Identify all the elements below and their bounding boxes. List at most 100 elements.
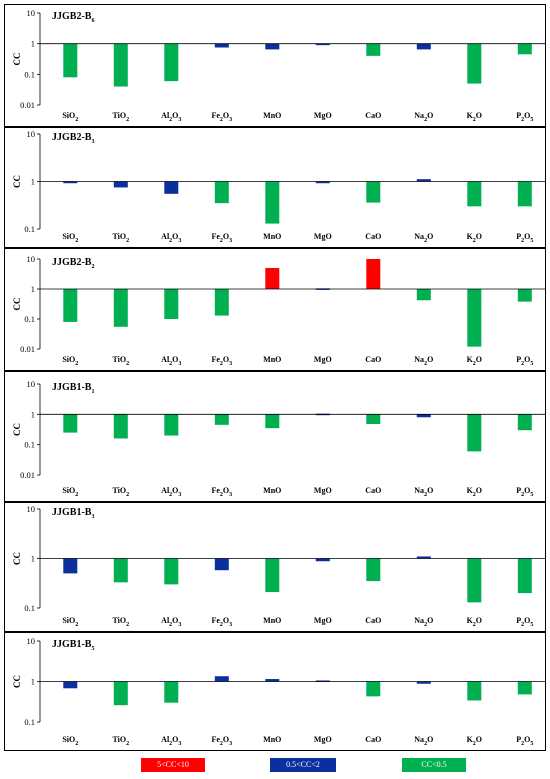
formula-part: O bbox=[476, 355, 482, 364]
formula-part: MnO bbox=[263, 735, 281, 744]
category-label: Fe2O3 bbox=[211, 486, 232, 498]
bar-fe2o3 bbox=[214, 676, 229, 682]
bar-mno bbox=[265, 558, 280, 593]
formula-part: Al bbox=[161, 486, 170, 495]
category-label: Na2O bbox=[414, 232, 433, 244]
formula-part: CaO bbox=[365, 486, 381, 495]
subscript: 2 bbox=[220, 117, 223, 123]
category-label: Fe2O3 bbox=[211, 232, 232, 244]
subscript: 2 bbox=[75, 741, 78, 747]
y-tick-label: 1 bbox=[31, 554, 35, 564]
subscript: 3 bbox=[229, 361, 232, 367]
y-tick-label: 1 bbox=[31, 177, 35, 187]
panel-frame bbox=[4, 371, 546, 502]
category-label: MnO bbox=[263, 486, 281, 495]
bar-na2o bbox=[416, 43, 431, 50]
category-label: Al2O3 bbox=[161, 616, 181, 628]
category-label: Al2O3 bbox=[161, 232, 181, 244]
bar-tio2 bbox=[113, 681, 128, 706]
formula-part: O bbox=[172, 735, 178, 744]
formula-part: O bbox=[524, 111, 530, 120]
category-label: MgO bbox=[314, 111, 332, 120]
bar-fe2o3 bbox=[214, 181, 229, 204]
subscript: 3 bbox=[178, 622, 181, 628]
bar-cao bbox=[366, 681, 381, 697]
subscript: 2 bbox=[126, 622, 129, 628]
subscript: 2 bbox=[521, 117, 524, 123]
category-label: TiO2 bbox=[112, 232, 129, 244]
bar-p2o5 bbox=[517, 43, 532, 55]
category-label: K2O bbox=[467, 232, 482, 244]
formula-part: MgO bbox=[314, 355, 332, 364]
formula-part: MgO bbox=[314, 111, 332, 120]
category-label: SiO2 bbox=[62, 111, 78, 123]
formula-part: P bbox=[516, 111, 521, 120]
formula-part: TiO bbox=[112, 111, 126, 120]
subscript: 2 bbox=[424, 492, 427, 498]
y-tick-label: 0.1 bbox=[24, 314, 35, 324]
panel-frame bbox=[4, 632, 546, 751]
bar-cao bbox=[366, 558, 381, 582]
bar-na2o bbox=[416, 289, 431, 301]
formula-part: O bbox=[223, 735, 229, 744]
category-label: SiO2 bbox=[62, 616, 78, 628]
title-main: JJGB1-B bbox=[52, 507, 92, 518]
formula-part: Fe bbox=[211, 735, 220, 744]
bar-tio2 bbox=[113, 414, 128, 439]
bar-p2o5 bbox=[517, 289, 532, 302]
category-label: TiO2 bbox=[112, 486, 129, 498]
category-label: MgO bbox=[314, 616, 332, 625]
bar-k2o bbox=[467, 681, 482, 701]
bar-fe2o3 bbox=[214, 414, 229, 425]
legend-label: CC<0.5 bbox=[421, 760, 447, 769]
subscript: 2 bbox=[169, 622, 172, 628]
formula-part: O bbox=[223, 486, 229, 495]
subscript: 2 bbox=[169, 741, 172, 747]
formula-part: Al bbox=[161, 616, 170, 625]
panel-frame bbox=[4, 127, 546, 248]
bar-sio2 bbox=[63, 681, 78, 689]
category-label: MnO bbox=[263, 616, 281, 625]
y-tick-label: 10 bbox=[27, 254, 36, 264]
bar-fe2o3 bbox=[214, 558, 229, 571]
category-label: MgO bbox=[314, 735, 332, 744]
category-label: P2O5 bbox=[516, 355, 533, 367]
formula-part: K bbox=[467, 486, 474, 495]
y-axis-label: CC bbox=[12, 675, 22, 688]
subscript: 2 bbox=[473, 361, 476, 367]
formula-part: Al bbox=[161, 355, 170, 364]
category-label: SiO2 bbox=[62, 232, 78, 244]
category-label: Al2O3 bbox=[161, 735, 181, 747]
formula-part: O bbox=[476, 735, 482, 744]
formula-part: SiO bbox=[62, 232, 75, 241]
title-main: JJGB2-B bbox=[52, 132, 92, 143]
chart-title: JJGB1-B3 bbox=[52, 507, 94, 520]
formula-part: CaO bbox=[365, 355, 381, 364]
formula-part: TiO bbox=[112, 355, 126, 364]
formula-part: K bbox=[467, 355, 474, 364]
bar-mgo bbox=[315, 43, 330, 46]
subscript: 2 bbox=[473, 117, 476, 123]
chart-title: JJGB1-B1 bbox=[52, 382, 94, 395]
category-label: P2O5 bbox=[516, 735, 533, 747]
y-tick-label: 10 bbox=[27, 129, 36, 139]
formula-part: Al bbox=[161, 735, 170, 744]
formula-part: TiO bbox=[112, 232, 126, 241]
bar-k2o bbox=[467, 181, 482, 207]
title-subscript: 1 bbox=[91, 389, 94, 395]
formula-part: CaO bbox=[365, 232, 381, 241]
formula-part: O bbox=[524, 616, 530, 625]
subscript: 2 bbox=[220, 622, 223, 628]
subscript: 2 bbox=[169, 238, 172, 244]
subscript: 2 bbox=[473, 622, 476, 628]
bar-mno bbox=[265, 181, 280, 224]
category-label: Al2O3 bbox=[161, 355, 181, 367]
subscript: 3 bbox=[178, 117, 181, 123]
category-label: Na2O bbox=[414, 355, 433, 367]
bar-mno bbox=[265, 414, 280, 429]
y-tick-label: 1 bbox=[31, 39, 35, 49]
subscript: 2 bbox=[521, 741, 524, 747]
subscript: 3 bbox=[178, 741, 181, 747]
y-tick-label: 10 bbox=[27, 504, 36, 514]
